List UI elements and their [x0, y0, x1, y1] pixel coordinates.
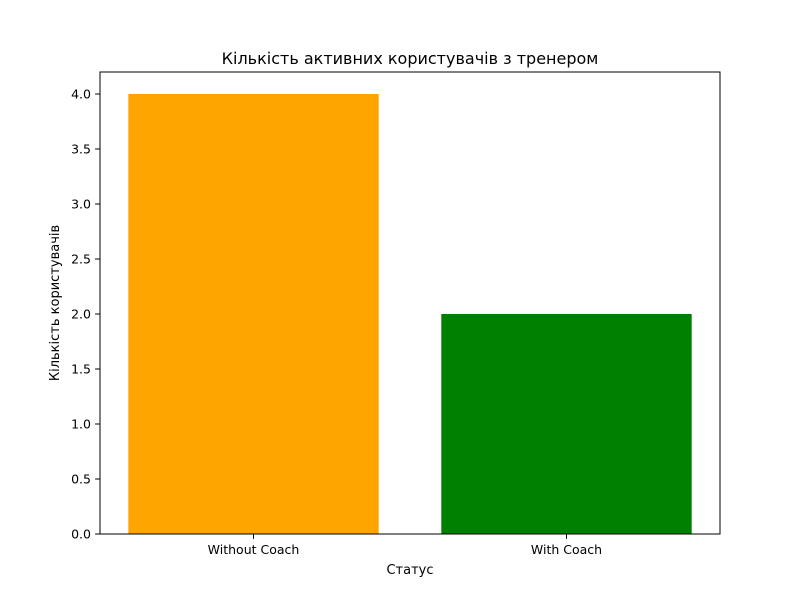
y-tick-label: 3.5 — [71, 142, 91, 157]
x-axis-label: Статус — [386, 563, 433, 578]
bar-without-coach — [128, 94, 379, 534]
y-tick-label: 2.0 — [71, 307, 91, 322]
y-tick-label: 0.0 — [71, 527, 91, 542]
plot-frame — [99, 71, 721, 535]
y-axis-label: Кількість користувачів — [48, 225, 63, 381]
chart-title: Кількість активних користувачів з тренер… — [222, 49, 599, 68]
x-axis: Without Coach With Coach — [208, 534, 602, 557]
y-tick-label: 1.0 — [71, 417, 91, 432]
y-tick-label: 2.5 — [71, 252, 91, 267]
y-tick-label: 4.0 — [71, 87, 91, 102]
bar-with-coach — [441, 314, 692, 534]
plot-area — [99, 71, 721, 535]
y-tick-label: 1.5 — [71, 362, 91, 377]
x-tick-label: Without Coach — [208, 542, 300, 557]
y-axis: 0.0 0.5 1.0 1.5 2.0 2.5 3.0 3.5 4.0 — [71, 87, 100, 542]
x-tick-label: With Coach — [531, 542, 602, 557]
y-tick-label: 3.0 — [71, 197, 91, 212]
bars-layer — [128, 94, 692, 534]
y-tick-label: 0.5 — [71, 472, 91, 487]
